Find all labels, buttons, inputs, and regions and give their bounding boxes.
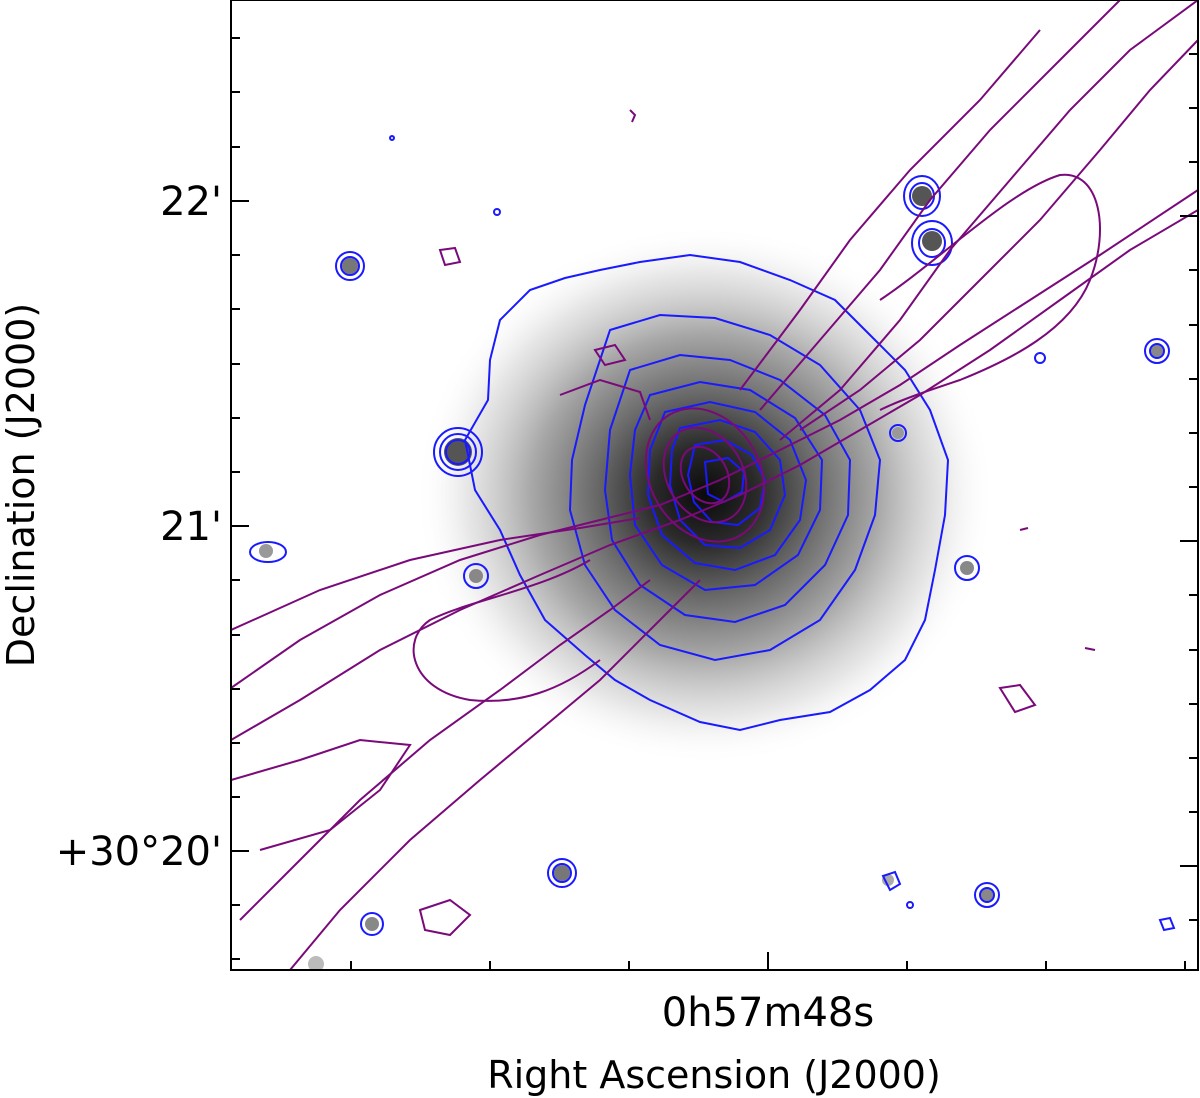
x-tick-label-ra: 0h57m48s xyxy=(662,990,874,1036)
y-axis-label: Declination (J2000) xyxy=(0,303,43,667)
radio-lobe-ne xyxy=(879,173,1101,411)
xray-source-contour xyxy=(433,427,483,477)
y-tick-label-20: +30°20' xyxy=(56,829,222,875)
radio-contours xyxy=(231,0,1198,970)
y-tick-label-21: 21' xyxy=(160,504,222,550)
galaxy-halo xyxy=(415,225,995,765)
radio-lobe-sw xyxy=(412,559,601,702)
y-tick-label-22: 22' xyxy=(160,179,222,225)
y-axis-ticks xyxy=(231,37,1198,960)
xray-contours xyxy=(249,135,1176,936)
point-sources xyxy=(259,186,1164,970)
x-axis-ticks xyxy=(350,952,1186,970)
plot-frame xyxy=(230,0,1199,971)
xray-contour-outer xyxy=(463,253,950,732)
plot-area xyxy=(231,0,1198,970)
x-axis-label: Right Ascension (J2000) xyxy=(487,1053,941,1097)
